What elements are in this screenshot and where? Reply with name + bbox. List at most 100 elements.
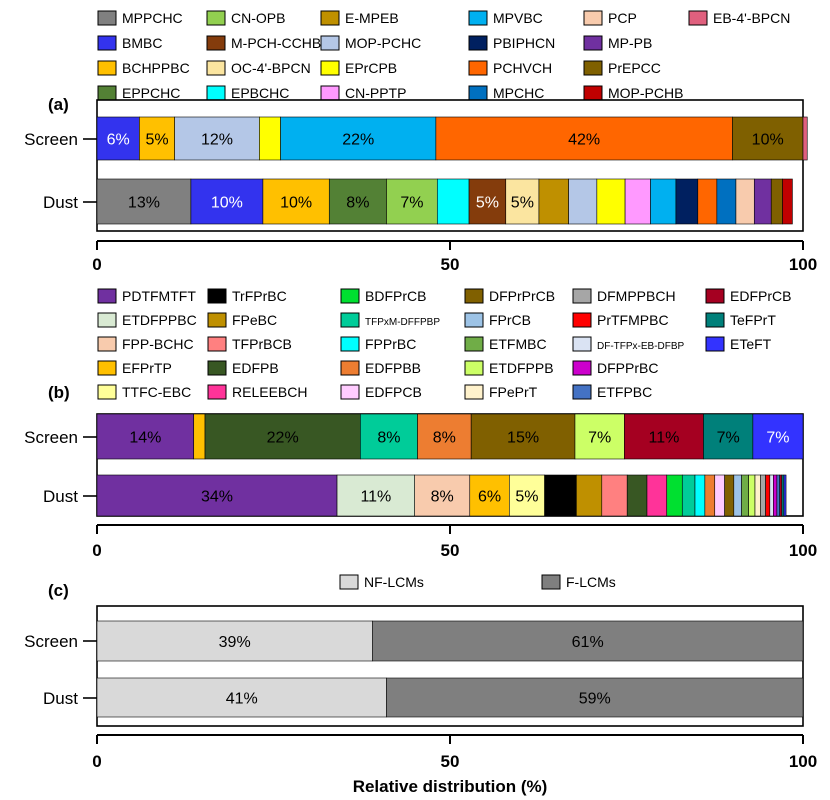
legend-label-oc-4-bpcn: OC-4'-BPCN [231,60,311,76]
legend-label-mp-pb: MP-PB [608,35,652,51]
data-label-screen-tefprt: 7% [717,430,740,447]
bar-dust-dfprprcb [724,474,735,517]
bar-dust-pcp [735,178,755,225]
bar-screen-edfpbb [417,413,472,460]
x-tick-label-50: 50 [441,541,460,560]
legend-label-cn-pptp: CN-PPTP [345,85,406,101]
data-label-screen-f-lcms: 61% [572,634,604,651]
legend-label-fpebc: FPeBC [232,312,277,328]
legend-label-pbiphcn: PBIPHCN [493,35,555,51]
legend-swatch-bchppbc [97,60,117,76]
bar-dust-fpeprt [754,474,761,517]
data-label-dust-eppchc: 8% [346,195,369,212]
category-label-dust: Dust [43,689,78,708]
legend-label-tfpxm-dffpbp: TFPxM-DFFPBP [365,317,440,328]
legend-label-fprcb: FPrCB [489,312,531,328]
bar-dust-epbchc [436,178,470,225]
x-tick-label-0: 0 [92,255,101,274]
bar-dust-cn-opb [386,178,438,225]
legend-swatch-cn-pptp [320,85,340,101]
bar-dust-edfpbb [704,474,716,517]
legend-swatch-etdfppbc [97,312,117,328]
category-label-screen: Screen [24,428,78,447]
data-label-dust-bchppbc: 10% [280,195,312,212]
legend-label-epbchc: EPBCHC [231,85,289,101]
legend-swatch-edfpb [207,360,227,376]
data-label-dust-pdtfmtft: 34% [201,489,233,506]
legend-swatch-dfprprcb [464,288,484,304]
legend-label-pdtfmtft: PDTFMTFT [122,288,196,304]
bar-dust-mp-pb [753,178,772,225]
legend-label-etfpbc: ETFPBC [597,384,652,400]
legend-swatch-bdfprcb [340,288,360,304]
category-label-screen: Screen [24,130,78,149]
bar-screen-eprcpb [259,116,281,161]
bar-dust-fpprbc [694,474,706,517]
legend-swatch-edfpcb [340,384,360,400]
legend: PDTFMTFT TrFPrBC BDFPrCB DFPrPrCB DFMPPBCH ED… [97,288,791,400]
legend-label-mop-pchc: MOP-PCHC [345,35,421,51]
bar-dust-prtfmpbc [765,474,771,517]
legend-swatch-fprcb [464,312,484,328]
category-label-screen: Screen [24,632,78,651]
legend-label-ttfc-ebc: TTFC-EBC [122,384,191,400]
panel-a: MPPCHC CN-OPB E-MPEB MPVBC PCP EB-4'-BPCN BMBC… [24,10,817,274]
data-label-dust-efprtp: 6% [478,489,501,506]
bar-screen-nf-lcms [96,620,373,662]
legend-swatch-eprcpb [320,60,340,76]
legend-swatch-m-pch-cchb [206,35,226,51]
bar-dust-mpvbc [650,178,677,225]
legend-swatch-df-tfpx-eb-dfbp [572,336,592,352]
legend-swatch-mpchc [468,85,488,101]
bar-dust-bchppbc [262,178,330,225]
legend-label-dfpprbc: DFPPrBC [597,360,658,376]
bar-screen-bchppbc [139,116,175,161]
legend-label-fpprbc: FPPrBC [365,336,416,352]
legend-swatch-pdtfmtft [97,288,117,304]
legend-swatch-mop-pchc [320,35,340,51]
data-label-screen-dfprprcb: 15% [507,430,539,447]
x-tick-label-0: 0 [92,541,101,560]
legend-label-dfmppbch: DFMPPBCH [597,288,676,304]
legend-swatch-f-lcms [541,574,561,590]
bar-dust-pchvch [697,178,718,225]
bar-screen-tefprt [703,413,754,460]
data-label-dust-m-pch-cchb: 5% [476,195,499,212]
legend-label-prepcc: PrEPCC [608,60,661,76]
legend-label-tefprt: TeFPrT [730,312,776,328]
legend-label-f-lcms: F-LCMs [566,574,616,590]
data-label-screen-mpvbc: 22% [342,132,374,149]
bar-dust-eteft [783,474,787,517]
legend-swatch-eppchc [97,85,117,101]
data-label-screen-etdfppb: 7% [588,430,611,447]
data-label-dust-nf-lcms: 41% [226,691,258,708]
bar-dust-tfprbcb [601,474,628,517]
bar-screen-efprtp [193,413,206,460]
legend-swatch-pcp [583,10,603,26]
bar-dust-edfpb [626,474,648,517]
bar-screen-bmbc [96,116,140,161]
legend-swatch-bmbc [97,35,117,51]
bar-screen-mpvbc [280,116,437,161]
data-label-screen-bmbc: 6% [107,132,130,149]
legend-swatch-fpp-bchc [97,336,117,352]
x-tick-label-100: 100 [789,541,817,560]
legend-swatch-cn-opb [206,10,226,26]
legend-label-df-tfpx-eb-dfbp: DF-TFPx-EB-DFBP [597,341,685,352]
legend-swatch-dfmppbch [572,288,592,304]
bar-dust-cn-pptp [624,178,651,225]
legend-swatch-mpvbc [468,10,488,26]
legend-swatch-eb-4-bpcn [688,10,708,26]
bar-dust-releebch [646,474,668,517]
legend-swatch-edfpbb [340,360,360,376]
legend-label-nf-lcms: NF-LCMs [364,574,424,590]
bar-dust-edfpcb [714,474,725,517]
bar-dust-tefprt [781,474,785,517]
x-tick-label-100: 100 [789,255,817,274]
bar-dust-mop-pchc [568,178,598,225]
bar-dust-fprcb [733,474,742,517]
legend-label-mppchc: MPPCHC [122,10,183,26]
legend-label-e-mpeb: E-MPEB [345,10,399,26]
bar-dust-tfpxm-dffpbp [681,474,696,517]
